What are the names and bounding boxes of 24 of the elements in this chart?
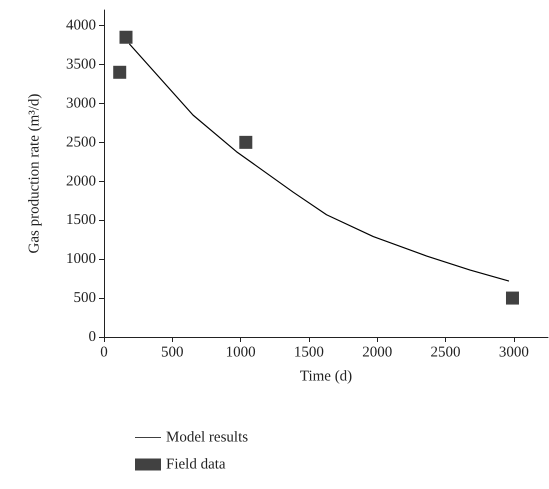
- y-tick-label: 4000: [66, 18, 96, 34]
- y-tick-label: 0: [88, 329, 96, 345]
- y-tick-label: 2500: [66, 134, 96, 150]
- point: [113, 66, 126, 79]
- x-tick-label: 0: [100, 344, 108, 360]
- y-tick-label: 1000: [66, 251, 96, 268]
- x-tick-label: 2500: [430, 344, 461, 360]
- x-tick-label: 2000: [362, 344, 392, 360]
- legend-label: Model results: [166, 430, 248, 446]
- point: [239, 136, 252, 149]
- x-tick-label: 3000: [498, 344, 529, 360]
- y-tick-label: 3500: [66, 56, 96, 72]
- y-tick-label: 3000: [66, 95, 96, 112]
- x-axis-title: Time (d): [300, 368, 352, 384]
- y-tick-label: 2000: [66, 173, 96, 190]
- x-tick-label: 500: [161, 344, 184, 360]
- legend-label: Field data: [166, 456, 226, 472]
- y-axis-title: Gas production rate (m³/d): [26, 94, 42, 254]
- y-tick-label: 1500: [66, 212, 96, 228]
- x-tick-label: 1500: [294, 344, 324, 360]
- point: [506, 292, 519, 305]
- point: [119, 30, 132, 44]
- y-tick-label: 500: [74, 290, 96, 306]
- x-tick-label: 1000: [226, 344, 256, 360]
